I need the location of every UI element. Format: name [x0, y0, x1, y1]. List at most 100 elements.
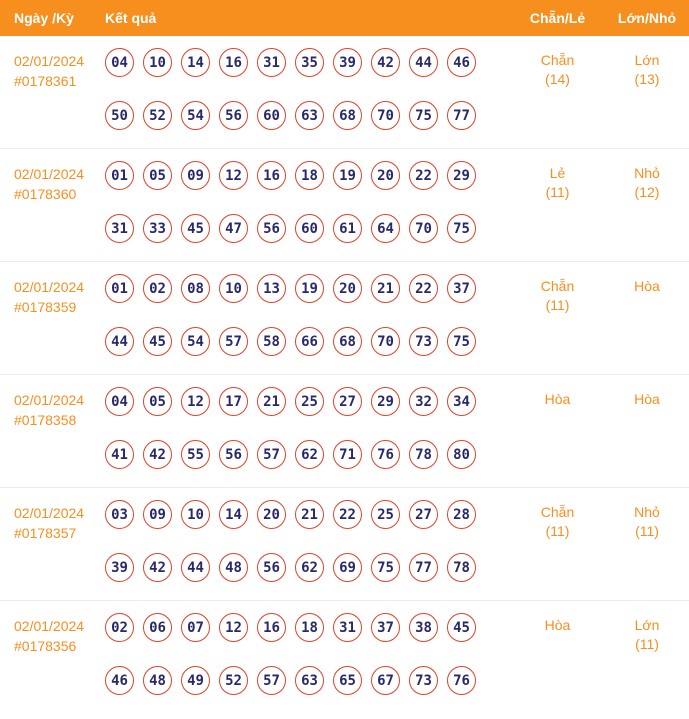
number-ball: 28	[447, 500, 476, 529]
parity-result: Hòa	[510, 613, 605, 635]
results-body: 02/01/2024 #0178361 04 10 14 16 31 35 39 42 44 46…	[0, 36, 689, 714]
size-count: (11)	[635, 523, 659, 539]
number-ball: 78	[409, 440, 438, 469]
draw-date: 02/01/2024	[14, 53, 85, 69]
number-ball: 63	[295, 666, 324, 695]
number-ball: 78	[447, 553, 476, 582]
numbers-line-1: 01 02 08 10 13 19 20 21 22 37	[105, 274, 510, 303]
parity-count: (14)	[545, 71, 570, 87]
numbers-line-2: 41 42 55 56 57 62 71 76 78 80	[105, 440, 510, 469]
size-value: Hòa	[634, 391, 660, 407]
winning-numbers: 01 05 09 12 16 18 19 20 22 29 31 33 45 47 56 60 61 64 70 7…	[105, 161, 510, 267]
number-ball: 41	[105, 440, 134, 469]
draw-id: #0178361	[14, 73, 77, 89]
draw-id: #0178358	[14, 412, 77, 428]
number-ball: 05	[143, 387, 172, 416]
number-ball: 33	[143, 214, 172, 243]
number-ball: 20	[257, 500, 286, 529]
number-ball: 02	[105, 613, 134, 642]
number-ball: 48	[219, 553, 248, 582]
size-result: Nhỏ (11)	[605, 500, 689, 541]
number-ball: 44	[105, 327, 134, 356]
size-count: (13)	[634, 71, 660, 87]
parity-count: (11)	[545, 523, 570, 539]
numbers-line-1: 04 10 14 16 31 35 39 42 44 46	[105, 48, 510, 77]
number-ball: 75	[409, 101, 438, 130]
number-ball: 16	[257, 613, 286, 642]
number-ball: 27	[333, 387, 362, 416]
parity-result: Chẵn (11)	[510, 500, 605, 541]
draw-id: #0178357	[14, 525, 77, 541]
number-ball: 27	[409, 500, 438, 529]
number-ball: 10	[143, 48, 172, 77]
draw-date: 02/01/2024	[14, 505, 85, 521]
number-ball: 60	[257, 101, 286, 130]
number-ball: 16	[219, 48, 248, 77]
numbers-line-2: 31 33 45 47 56 60 61 64 70 75	[105, 214, 510, 243]
size-value: Nhỏ	[634, 165, 660, 181]
number-ball: 77	[409, 553, 438, 582]
number-ball: 80	[447, 440, 476, 469]
size-result: Nhỏ (12)	[605, 161, 689, 202]
parity-value: Chẵn	[540, 52, 575, 68]
number-ball: 70	[409, 214, 438, 243]
draw-info: 02/01/2024 #0178357	[14, 500, 105, 543]
number-ball: 52	[143, 101, 172, 130]
parity-value: Hòa	[544, 617, 571, 633]
number-ball: 55	[181, 440, 210, 469]
parity-result: Chẵn (14)	[510, 48, 605, 89]
number-ball: 76	[447, 666, 476, 695]
draw-id: #0178360	[14, 186, 77, 202]
number-ball: 64	[371, 214, 400, 243]
number-ball: 61	[333, 214, 362, 243]
numbers-line-2: 39 42 44 48 56 62 69 75 77 78	[105, 553, 510, 582]
number-ball: 62	[295, 440, 324, 469]
number-ball: 56	[219, 101, 248, 130]
table-header: Ngày /Kỳ Kết quả Chẵn/Lẻ Lớn/Nhỏ	[0, 0, 689, 36]
numbers-line-1: 01 05 09 12 16 18 19 20 22 29	[105, 161, 510, 190]
number-ball: 42	[371, 48, 400, 77]
header-size: Lớn/Nhỏ	[617, 10, 677, 26]
number-ball: 17	[219, 387, 248, 416]
number-ball: 68	[333, 101, 362, 130]
number-ball: 12	[219, 613, 248, 642]
number-ball: 12	[181, 387, 210, 416]
number-ball: 44	[409, 48, 438, 77]
number-ball: 66	[295, 327, 324, 356]
number-ball: 57	[219, 327, 248, 356]
winning-numbers: 04 10 14 16 31 35 39 42 44 46 50 52 54 56 60 63 68 70 75 7…	[105, 48, 510, 154]
draw-id: #0178356	[14, 638, 77, 654]
number-ball: 03	[105, 500, 134, 529]
number-ball: 69	[333, 553, 362, 582]
number-ball: 56	[257, 214, 286, 243]
number-ball: 63	[295, 101, 324, 130]
number-ball: 25	[295, 387, 324, 416]
number-ball: 29	[371, 387, 400, 416]
number-ball: 38	[409, 613, 438, 642]
number-ball: 67	[371, 666, 400, 695]
parity-value: Chẵn	[540, 504, 575, 520]
draw-info: 02/01/2024 #0178356	[14, 613, 105, 656]
number-ball: 42	[143, 553, 172, 582]
number-ball: 09	[181, 161, 210, 190]
draw-info: 02/01/2024 #0178361	[14, 48, 105, 91]
draw-info: 02/01/2024 #0178360	[14, 161, 105, 204]
number-ball: 39	[105, 553, 134, 582]
number-ball: 57	[257, 440, 286, 469]
winning-numbers: 04 05 12 17 21 25 27 29 32 34 41 42 55 56 57 62 71 76 78 8…	[105, 387, 510, 493]
draw-date: 02/01/2024	[14, 618, 85, 634]
number-ball: 37	[371, 613, 400, 642]
number-ball: 29	[447, 161, 476, 190]
size-result: Lớn (11)	[605, 613, 689, 654]
number-ball: 04	[105, 387, 134, 416]
number-ball: 39	[333, 48, 362, 77]
winning-numbers: 02 06 07 12 16 18 31 37 38 45 46 48 49 52 57 63 65 67 73 7…	[105, 613, 510, 719]
parity-count: (11)	[545, 297, 570, 313]
number-ball: 06	[143, 613, 172, 642]
size-result: Hòa	[605, 274, 689, 296]
result-row: 02/01/2024 #0178359 01 02 08 10 13 19 20 21 22 37…	[0, 262, 689, 375]
draw-info: 02/01/2024 #0178359	[14, 274, 105, 317]
number-ball: 08	[181, 274, 210, 303]
number-ball: 19	[295, 274, 324, 303]
number-ball: 18	[295, 161, 324, 190]
